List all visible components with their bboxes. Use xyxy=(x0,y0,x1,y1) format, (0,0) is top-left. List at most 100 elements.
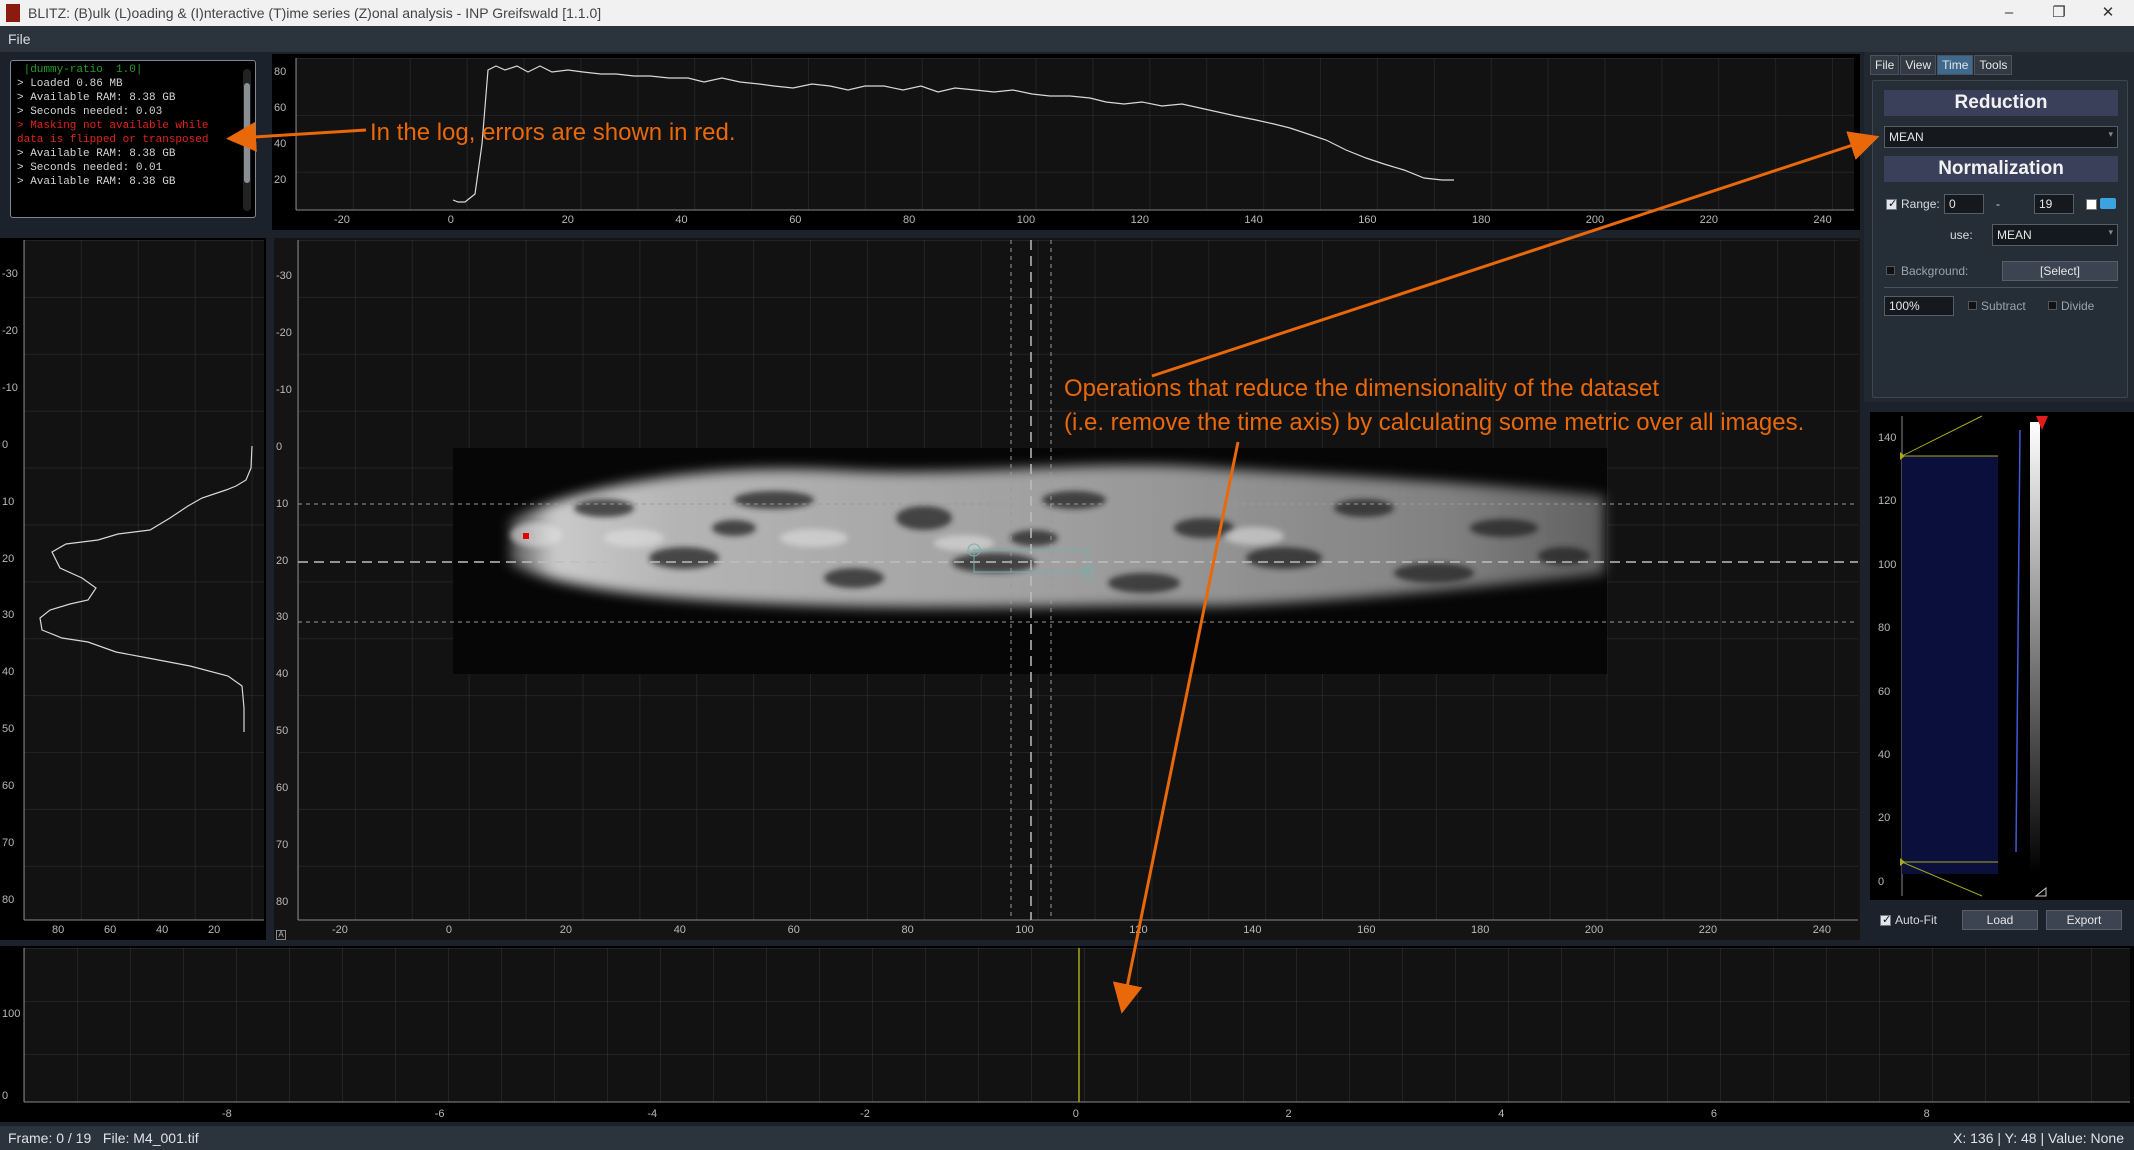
roi-rectangle[interactable] xyxy=(973,549,1089,573)
image-x-tick: -20 xyxy=(332,924,348,936)
top-x-tick: -20 xyxy=(334,214,350,226)
left-y-tick: -10 xyxy=(2,381,18,394)
left-y-tick: 30 xyxy=(2,609,15,622)
status-bar: Frame: 0 / 19 File: M4_001.tif X: 136 | … xyxy=(0,1126,2134,1150)
image-y-tick: -20 xyxy=(276,326,292,339)
image-view[interactable]: -30 -20 -10 0 10 20 30 40 50 60 70 80 -20 0 20 40 60 80 1… xyxy=(274,238,1860,940)
timeline-x-tick: -8 xyxy=(222,1108,232,1120)
percent-spinbox[interactable]: 100% xyxy=(1884,296,1954,316)
image-x-tick: 180 xyxy=(1471,924,1490,936)
gradient-bar[interactable] xyxy=(2030,422,2040,874)
reduction-select[interactable]: MEAN ▾ xyxy=(1884,126,2118,148)
top-y-tick: 40 xyxy=(274,138,287,150)
tab-tools[interactable]: Tools xyxy=(1974,55,2013,75)
top-x-tick: 160 xyxy=(1358,214,1377,226)
autofit-label: Auto-Fit xyxy=(1895,913,1938,927)
minimize-button[interactable]: – xyxy=(2004,4,2014,21)
red-marker xyxy=(523,533,529,539)
auto-range-button[interactable]: A xyxy=(276,930,286,940)
top-y-tick: 60 xyxy=(274,102,287,114)
check-icon: ✓ xyxy=(1888,198,1898,210)
top-x-tick: 0 xyxy=(447,214,454,226)
menu-file[interactable]: File xyxy=(8,31,31,47)
roi-rotate-handle[interactable] xyxy=(967,543,981,557)
maximize-button[interactable]: ❐ xyxy=(2052,4,2066,21)
histogram-y-tick: 20 xyxy=(1878,812,1891,825)
reduction-annotation-line2: (i.e. remove the time axis) by calculati… xyxy=(1064,409,1805,436)
range-dash: - xyxy=(1996,197,2000,211)
image-x-tick: 0 xyxy=(445,924,453,936)
roi-scale-handle[interactable] xyxy=(1081,565,1095,579)
tab-view[interactable]: View xyxy=(1900,55,1937,75)
window-mode-icon[interactable] xyxy=(2100,198,2116,209)
log-scrollbar-thumb[interactable] xyxy=(244,83,250,183)
divider xyxy=(1884,287,2118,288)
side-tabs: File View Time Tools xyxy=(1870,55,2013,75)
tab-time[interactable]: Time xyxy=(1937,55,1974,75)
histogram-lut[interactable]: 140 120 100 80 60 40 20 0 xyxy=(1870,412,2134,900)
top-x-tick: 80 xyxy=(903,214,916,226)
left-y-tick: 60 xyxy=(2,780,15,793)
left-x-tick: 20 xyxy=(208,924,221,936)
use-select[interactable]: MEAN ▾ xyxy=(1992,224,2118,246)
divide-checkbox[interactable] xyxy=(2048,301,2057,310)
divide-label: Divide xyxy=(2061,299,2095,313)
lut-load-button[interactable]: Load xyxy=(1962,910,2038,930)
tab-file[interactable]: File xyxy=(1870,55,1900,75)
image-y-tick: 40 xyxy=(276,668,289,681)
status-cursor: X: 136 | Y: 48 | Value: None xyxy=(1953,1130,2124,1146)
image-x-tick: 20 xyxy=(559,924,573,936)
autofit-checkbox[interactable]: ✓ xyxy=(1880,914,1891,926)
subtract-checkbox[interactable] xyxy=(1968,301,1977,310)
histogram-y-tick: 140 xyxy=(1878,432,1897,444)
image-x-tick: 160 xyxy=(1357,924,1376,936)
top-x-tick: 240 xyxy=(1813,214,1832,226)
left-profile-plot[interactable]: -30 -20 -10 0 10 20 30 40 50 60 70 80 80 60 40 20 xyxy=(0,238,266,940)
top-x-tick: 180 xyxy=(1472,214,1491,226)
timeline-x-tick: 0 xyxy=(1072,1108,1079,1120)
left-y-tick: 10 xyxy=(2,495,15,508)
log-panel[interactable]: |dummy-ratio 1.0| > Loaded 0.86 MB > Avail… xyxy=(10,60,256,218)
app-logo-icon xyxy=(6,4,20,22)
range-option-checkbox[interactable] xyxy=(2086,199,2097,210)
top-x-tick: 40 xyxy=(675,214,688,226)
timeline-x-tick: 2 xyxy=(1285,1108,1292,1120)
timeline-x-tick: -4 xyxy=(647,1108,658,1120)
log-line: |dummy-ratio 1.0| xyxy=(17,64,143,76)
timeline-x-tick: 6 xyxy=(1710,1108,1718,1120)
lut-min-marker[interactable] xyxy=(2034,886,2047,897)
left-x-tick: 80 xyxy=(52,924,65,936)
timeline-plot[interactable]: 100 0 -8 -6 -4 -2 0 2 4 6 8 xyxy=(0,946,2134,1122)
close-button[interactable]: ✕ xyxy=(2101,4,2115,21)
left-plot-area xyxy=(24,240,264,920)
image-y-tick: 60 xyxy=(276,782,289,795)
top-x-tick: 120 xyxy=(1130,214,1149,226)
background-checkbox[interactable] xyxy=(1886,266,1895,275)
menu-bar: File xyxy=(0,26,2134,52)
image-y-tick: 50 xyxy=(276,725,289,738)
log-line: > Available RAM: 8.38 GB xyxy=(17,176,176,188)
timeline-x-tick: 8 xyxy=(1923,1108,1930,1120)
histogram-y-tick: 100 xyxy=(1878,558,1897,571)
background-select-button[interactable]: [Select] xyxy=(2002,261,2118,281)
left-x-tick: 60 xyxy=(104,924,117,936)
histogram-y-tick: 40 xyxy=(1878,749,1891,761)
log-line: > Seconds needed: 0.03 xyxy=(17,106,163,118)
side-panel: File View Time Tools Reduction MEAN ▾ Nor… xyxy=(1864,52,2134,402)
lut-export-button[interactable]: Export xyxy=(2046,910,2122,930)
left-y-tick: -30 xyxy=(2,268,18,280)
histogram-region[interactable] xyxy=(1902,456,1998,874)
use-label: use: xyxy=(1950,228,1973,242)
chevron-down-icon: ▾ xyxy=(2108,227,2113,237)
range-checkbox[interactable]: ✓ xyxy=(1886,198,1898,210)
range-from-spinbox[interactable]: 0 xyxy=(1944,194,1984,214)
log-scrollbar[interactable] xyxy=(243,69,251,211)
range-to-spinbox[interactable]: 19 xyxy=(2034,194,2074,214)
image-x-tick: 100 xyxy=(1015,924,1034,936)
left-y-tick: 70 xyxy=(2,837,15,849)
range-from-value: 0 xyxy=(1949,197,1956,211)
status-frame-file: Frame: 0 / 19 File: M4_001.tif xyxy=(8,1130,199,1146)
lut-max-marker[interactable] xyxy=(2036,416,2048,430)
log-line: > Loaded 0.86 MB xyxy=(17,78,123,90)
